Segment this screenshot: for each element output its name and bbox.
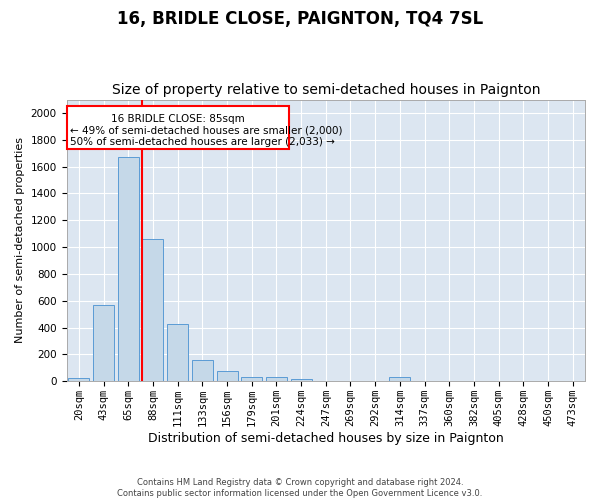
Bar xyxy=(93,305,114,382)
Text: 16 BRIDLE CLOSE: 85sqm: 16 BRIDLE CLOSE: 85sqm xyxy=(111,114,245,124)
Bar xyxy=(315,380,336,382)
Bar xyxy=(142,239,163,382)
Bar xyxy=(68,378,89,382)
Text: ← 49% of semi-detached houses are smaller (2,000): ← 49% of semi-detached houses are smalle… xyxy=(70,126,343,136)
Title: Size of property relative to semi-detached houses in Paignton: Size of property relative to semi-detach… xyxy=(112,83,540,97)
Text: 50% of semi-detached houses are larger (2,033) →: 50% of semi-detached houses are larger (… xyxy=(70,137,335,147)
Text: 16, BRIDLE CLOSE, PAIGNTON, TQ4 7SL: 16, BRIDLE CLOSE, PAIGNTON, TQ4 7SL xyxy=(117,10,483,28)
Bar xyxy=(67,106,289,149)
Bar xyxy=(217,370,238,382)
Bar xyxy=(118,157,139,382)
Y-axis label: Number of semi-detached properties: Number of semi-detached properties xyxy=(15,138,25,344)
Bar xyxy=(192,360,213,382)
Text: Contains HM Land Registry data © Crown copyright and database right 2024.
Contai: Contains HM Land Registry data © Crown c… xyxy=(118,478,482,498)
X-axis label: Distribution of semi-detached houses by size in Paignton: Distribution of semi-detached houses by … xyxy=(148,432,503,445)
Bar xyxy=(290,378,311,382)
Bar xyxy=(167,324,188,382)
Bar xyxy=(241,376,262,382)
Bar xyxy=(266,378,287,382)
Bar xyxy=(389,378,410,382)
